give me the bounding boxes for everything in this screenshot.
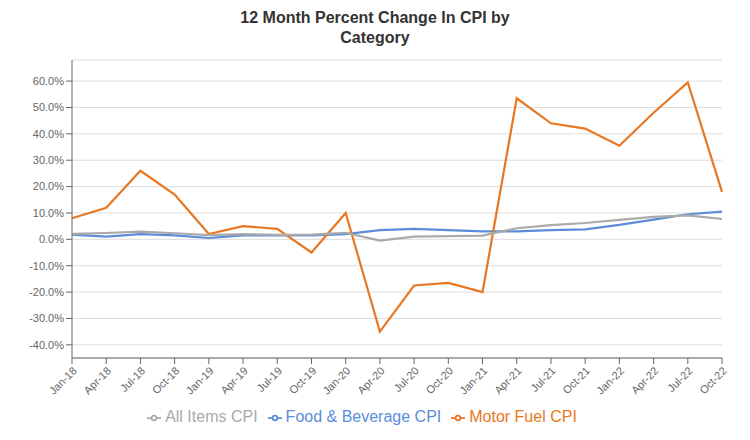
- html-text:Food & Beverage CPI: Food & Beverage CPI: [285, 408, 442, 425]
- svg-text:Jul-22: Jul-22: [665, 364, 695, 394]
- svg-text:20.0%: 20.0%: [33, 180, 64, 192]
- svg-text:Oct-18: Oct-18: [150, 364, 182, 396]
- svg-text:Jul-20: Jul-20: [391, 364, 421, 394]
- svg-text:Jan-20: Jan-20: [320, 364, 352, 396]
- svg-text:Oct-21: Oct-21: [560, 364, 592, 396]
- svg-text:Jan-19: Jan-19: [184, 364, 216, 396]
- svg-text:Apr-18: Apr-18: [81, 364, 113, 396]
- svg-text:Apr-19: Apr-19: [218, 364, 250, 396]
- svg-text:40.0%: 40.0%: [33, 128, 64, 140]
- svg-text:10.0%: 10.0%: [33, 207, 64, 219]
- html-text:Category: Category: [340, 29, 410, 46]
- html-text:All Items CPI: All Items CPI: [165, 408, 258, 425]
- html-text:12 Month Percent Change In CPI: 12 Month Percent Change In CPI by: [240, 9, 510, 26]
- svg-text:30.0%: 30.0%: [33, 154, 64, 166]
- svg-text:-20.0%: -20.0%: [29, 286, 64, 298]
- svg-text:Oct-22: Oct-22: [697, 364, 729, 396]
- svg-text:Apr-20: Apr-20: [355, 364, 387, 396]
- html-text:Motor Fuel CPI: Motor Fuel CPI: [469, 408, 577, 425]
- svg-text:50.0%: 50.0%: [33, 101, 64, 113]
- svg-text:-10.0%: -10.0%: [29, 260, 64, 272]
- svg-text:Oct-19: Oct-19: [287, 364, 319, 396]
- svg-text:Jan-21: Jan-21: [457, 364, 489, 396]
- svg-text:Apr-22: Apr-22: [629, 364, 661, 396]
- svg-text:Oct-20: Oct-20: [423, 364, 455, 396]
- svg-text:-30.0%: -30.0%: [29, 312, 64, 324]
- svg-text:Jul-19: Jul-19: [255, 364, 285, 394]
- svg-text:Apr-21: Apr-21: [492, 364, 524, 396]
- svg-text:60.0%: 60.0%: [33, 75, 64, 87]
- svg-text:Jan-22: Jan-22: [594, 364, 626, 396]
- svg-text:Jul-18: Jul-18: [118, 364, 148, 394]
- svg-text:0.0%: 0.0%: [39, 233, 64, 245]
- svg-text:Jul-21: Jul-21: [528, 364, 558, 394]
- svg-text:-40.0%: -40.0%: [29, 339, 64, 351]
- svg-text:Jan-18: Jan-18: [47, 364, 79, 396]
